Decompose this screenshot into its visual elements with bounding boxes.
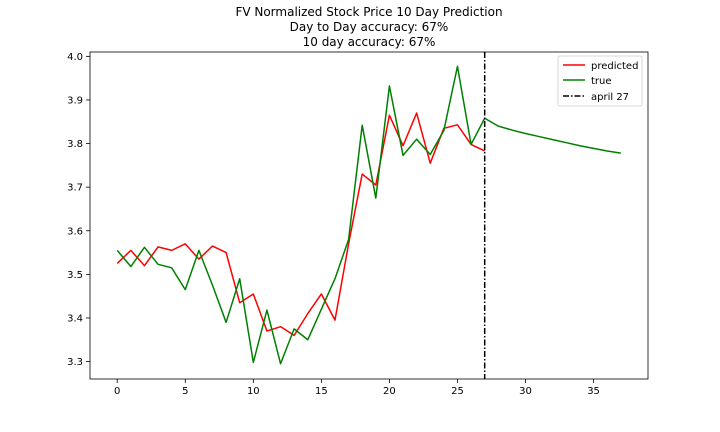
x-tick-label: 25 bbox=[451, 386, 464, 397]
legend-label-true: true bbox=[591, 76, 612, 87]
y-tick-label: 4.0 bbox=[67, 52, 83, 63]
legend-label-april-27: april 27 bbox=[591, 92, 629, 103]
chart-title-line-2: Day to Day accuracy: 67% bbox=[290, 20, 449, 34]
plot-frame bbox=[89, 51, 649, 380]
plot-area bbox=[90, 52, 648, 379]
x-tick-label: 30 bbox=[519, 386, 532, 397]
x-tick-label: 10 bbox=[247, 386, 260, 397]
legend-box bbox=[557, 55, 643, 107]
y-tick-label: 3.8 bbox=[67, 139, 83, 150]
x-tick-label: 15 bbox=[315, 386, 328, 397]
y-tick-label: 3.5 bbox=[67, 270, 83, 281]
legend: predicted true april 27 bbox=[557, 55, 643, 107]
x-tick-label: 35 bbox=[587, 386, 600, 397]
legend-label-predicted: predicted bbox=[591, 61, 638, 72]
x-tick-label: 5 bbox=[182, 386, 188, 397]
y-tick-label: 3.4 bbox=[67, 313, 83, 324]
chart-title-line-1: FV Normalized Stock Price 10 Day Predict… bbox=[235, 5, 502, 19]
y-tick-label: 3.9 bbox=[67, 95, 83, 106]
chart-title-line-3: 10 day accuracy: 67% bbox=[303, 35, 436, 49]
y-tick-label: 3.3 bbox=[67, 357, 83, 368]
y-tick-label: 3.6 bbox=[67, 226, 83, 237]
x-tick-label: 20 bbox=[383, 386, 396, 397]
series-line-true bbox=[116, 65, 621, 365]
series-line-predicted bbox=[116, 112, 486, 337]
y-tick-label: 3.7 bbox=[67, 183, 83, 194]
x-tick-label: 0 bbox=[114, 386, 120, 397]
